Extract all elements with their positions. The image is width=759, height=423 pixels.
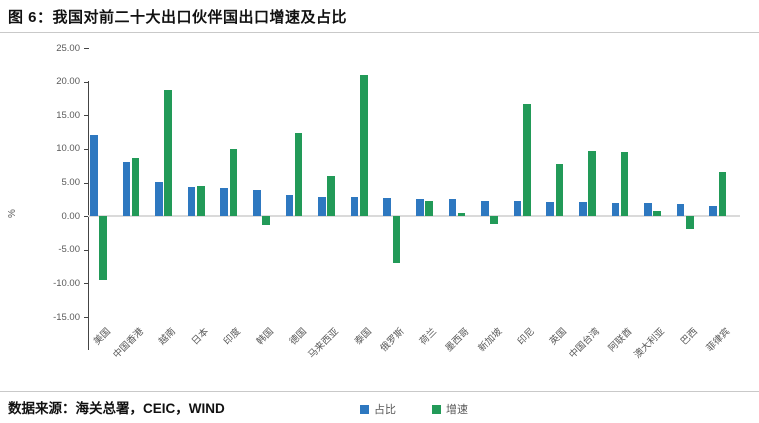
x-axis-label: 印度 xyxy=(222,326,244,348)
bar-share-日本 xyxy=(187,186,196,217)
bar-growth-日本 xyxy=(197,185,205,217)
legend-item-growth: 增速 xyxy=(432,401,468,417)
legend-swatch-share xyxy=(360,404,369,414)
y-axis-tick xyxy=(84,48,89,49)
x-axis-label: 英国 xyxy=(548,326,570,348)
y-axis-unit-label: % xyxy=(6,209,18,218)
x-axis-label: 澳大利亚 xyxy=(632,326,668,361)
bar-share-墨西哥 xyxy=(448,199,457,217)
bar-share-美国 xyxy=(90,135,98,217)
y-axis-tick-label: 20.00 xyxy=(56,76,80,88)
bar-share-英国 xyxy=(546,202,554,217)
y-axis-tick-label: 10.00 xyxy=(56,143,80,155)
x-axis-label: 中国香港 xyxy=(110,326,146,361)
bar-growth-越南 xyxy=(164,89,172,217)
y-axis-tick-label: 0.00 xyxy=(61,210,81,222)
bar-growth-韩国 xyxy=(262,216,270,225)
bar-growth-印尼 xyxy=(523,104,531,217)
bar-growth-新加坡 xyxy=(490,216,498,225)
y-axis-tick xyxy=(84,81,89,83)
x-axis-label: 日本 xyxy=(189,326,211,348)
y-axis-tick xyxy=(84,216,89,218)
footer-divider xyxy=(0,391,759,392)
chart-title: 图 6：我国对前二十大出口伙伴国出口增速及占比 xyxy=(8,9,348,26)
bar-share-澳大利亚 xyxy=(644,203,652,217)
x-axis-label: 墨西哥 xyxy=(443,326,472,355)
bar-growth-澳大利亚 xyxy=(653,210,661,217)
x-axis-label: 印尼 xyxy=(515,326,537,348)
bar-growth-墨西哥 xyxy=(457,213,466,217)
bar-growth-中国台湾 xyxy=(588,150,596,217)
bar-share-中国台湾 xyxy=(579,202,587,217)
y-axis-tick xyxy=(84,283,89,285)
x-axis-label: 马来西亚 xyxy=(306,326,342,361)
bar-share-菲律宾 xyxy=(709,206,717,217)
bar-growth-印度 xyxy=(229,148,238,217)
bar-share-越南 xyxy=(155,181,163,217)
bar-chart: % 占比 增速 25.00 20.00 15.00 10.00 5.00 0.00 -5.00… xyxy=(0,33,759,416)
bar-growth-中国香港 xyxy=(131,157,140,217)
bar-growth-阿联酋 xyxy=(620,152,629,217)
bar-growth-俄罗斯 xyxy=(392,216,401,264)
bar-growth-菲律宾 xyxy=(718,172,727,217)
bar-growth-德国 xyxy=(294,133,303,217)
x-axis-label: 韩国 xyxy=(254,326,276,348)
bar-share-荷兰 xyxy=(416,199,424,217)
bar-share-中国香港 xyxy=(122,162,131,217)
y-axis-tick xyxy=(84,317,89,318)
x-axis-label: 菲律宾 xyxy=(704,326,733,355)
bar-growth-马来西亚 xyxy=(327,175,335,217)
bar-share-印尼 xyxy=(513,200,522,217)
bar-growth-英国 xyxy=(555,164,564,217)
y-axis-tick-label: 15.00 xyxy=(56,109,80,121)
bar-share-俄罗斯 xyxy=(383,197,391,217)
y-axis-tick-label: -15.00 xyxy=(53,311,80,323)
legend-label: 占比 xyxy=(374,404,396,416)
x-axis-label: 德国 xyxy=(287,326,309,348)
x-axis-label: 越南 xyxy=(156,326,179,348)
bar-share-马来西亚 xyxy=(318,196,326,217)
legend: 占比 增速 xyxy=(88,401,740,417)
data-source-note: 数据来源：海关总署，CEIC，WIND xyxy=(8,401,225,416)
bar-share-印度 xyxy=(220,187,228,217)
y-axis-tick-label: -5.00 xyxy=(58,244,80,256)
bar-growth-巴西 xyxy=(686,216,694,229)
y-axis-tick xyxy=(84,148,89,150)
x-axis-label: 巴西 xyxy=(678,326,700,348)
title-divider xyxy=(0,32,759,33)
y-axis-tick-label: -10.00 xyxy=(53,277,80,289)
bar-growth-荷兰 xyxy=(425,201,433,217)
bar-share-韩国 xyxy=(253,189,261,217)
x-axis-label: 新加坡 xyxy=(476,326,505,355)
legend-label: 增速 xyxy=(446,404,468,416)
bar-share-阿联酋 xyxy=(611,203,620,217)
bar-share-德国 xyxy=(285,194,294,217)
legend-item-share: 占比 xyxy=(360,401,396,417)
y-axis-tick xyxy=(84,249,89,251)
y-axis-tick xyxy=(84,182,89,184)
bar-growth-泰国 xyxy=(360,74,368,217)
x-axis-label: 泰国 xyxy=(352,326,374,348)
x-axis-label: 俄罗斯 xyxy=(378,326,407,355)
x-axis-label: 美国 xyxy=(91,326,113,348)
y-axis-tick-label: 25.00 xyxy=(56,42,80,54)
bar-growth-美国 xyxy=(99,216,107,280)
x-axis-label: 中国台湾 xyxy=(567,326,602,361)
x-axis-label: 荷兰 xyxy=(417,326,439,348)
zero-gridline xyxy=(88,215,740,218)
bar-share-巴西 xyxy=(676,204,685,217)
bar-share-泰国 xyxy=(350,196,359,217)
y-axis-tick xyxy=(84,115,89,117)
legend-swatch-growth xyxy=(432,404,441,414)
y-axis-tick-label: 5.00 xyxy=(61,177,81,188)
bar-share-新加坡 xyxy=(481,201,489,217)
